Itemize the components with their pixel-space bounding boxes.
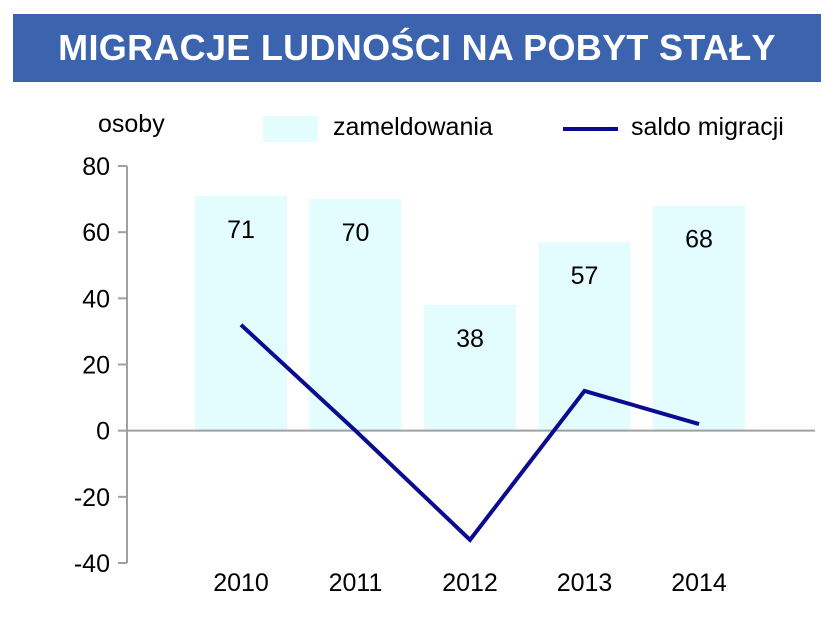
- bar-2014: [653, 205, 745, 431]
- chart-title: MIGRACJE LUDNOŚCI NA POBYT STAŁY: [58, 27, 776, 68]
- y-tick-label-60: 60: [82, 219, 110, 247]
- title-banner: MIGRACJE LUDNOŚCI NA POBYT STAŁY: [13, 14, 821, 82]
- y-tick-label-20: 20: [82, 352, 110, 380]
- y-axis-unit-label: osoby: [98, 110, 165, 138]
- bar-value-label-2012: 38: [456, 325, 484, 353]
- x-tick-label-2010: 2010: [213, 569, 269, 597]
- bar-value-label-2013: 57: [571, 262, 599, 290]
- y-tick-label--20: -20: [74, 484, 110, 512]
- legend-swatch-zameldowania: [263, 116, 318, 142]
- x-tick-label-2014: 2014: [671, 569, 727, 597]
- x-tick-label-2012: 2012: [442, 569, 498, 597]
- bar-value-label-2011: 70: [342, 219, 370, 247]
- legend-label-zameldowania: zameldowania: [333, 113, 493, 141]
- bar-value-label-2010: 71: [227, 216, 255, 244]
- y-tick-label--40: -40: [74, 550, 110, 578]
- bar-2011: [309, 199, 402, 431]
- bar-value-label-2014: 68: [685, 226, 713, 254]
- bar-2012: [424, 304, 516, 431]
- y-tick-label-80: 80: [82, 153, 110, 181]
- y-tick-label-40: 40: [82, 285, 110, 313]
- y-tick-label-0: 0: [96, 418, 110, 446]
- legend-swatch-saldo-migracji: [563, 127, 618, 131]
- legend-label-saldo-migracji: saldo migracji: [631, 113, 784, 141]
- x-tick-label-2011: 2011: [329, 569, 383, 597]
- x-tick-label-2013: 2013: [557, 569, 613, 597]
- bar-2010: [195, 195, 287, 431]
